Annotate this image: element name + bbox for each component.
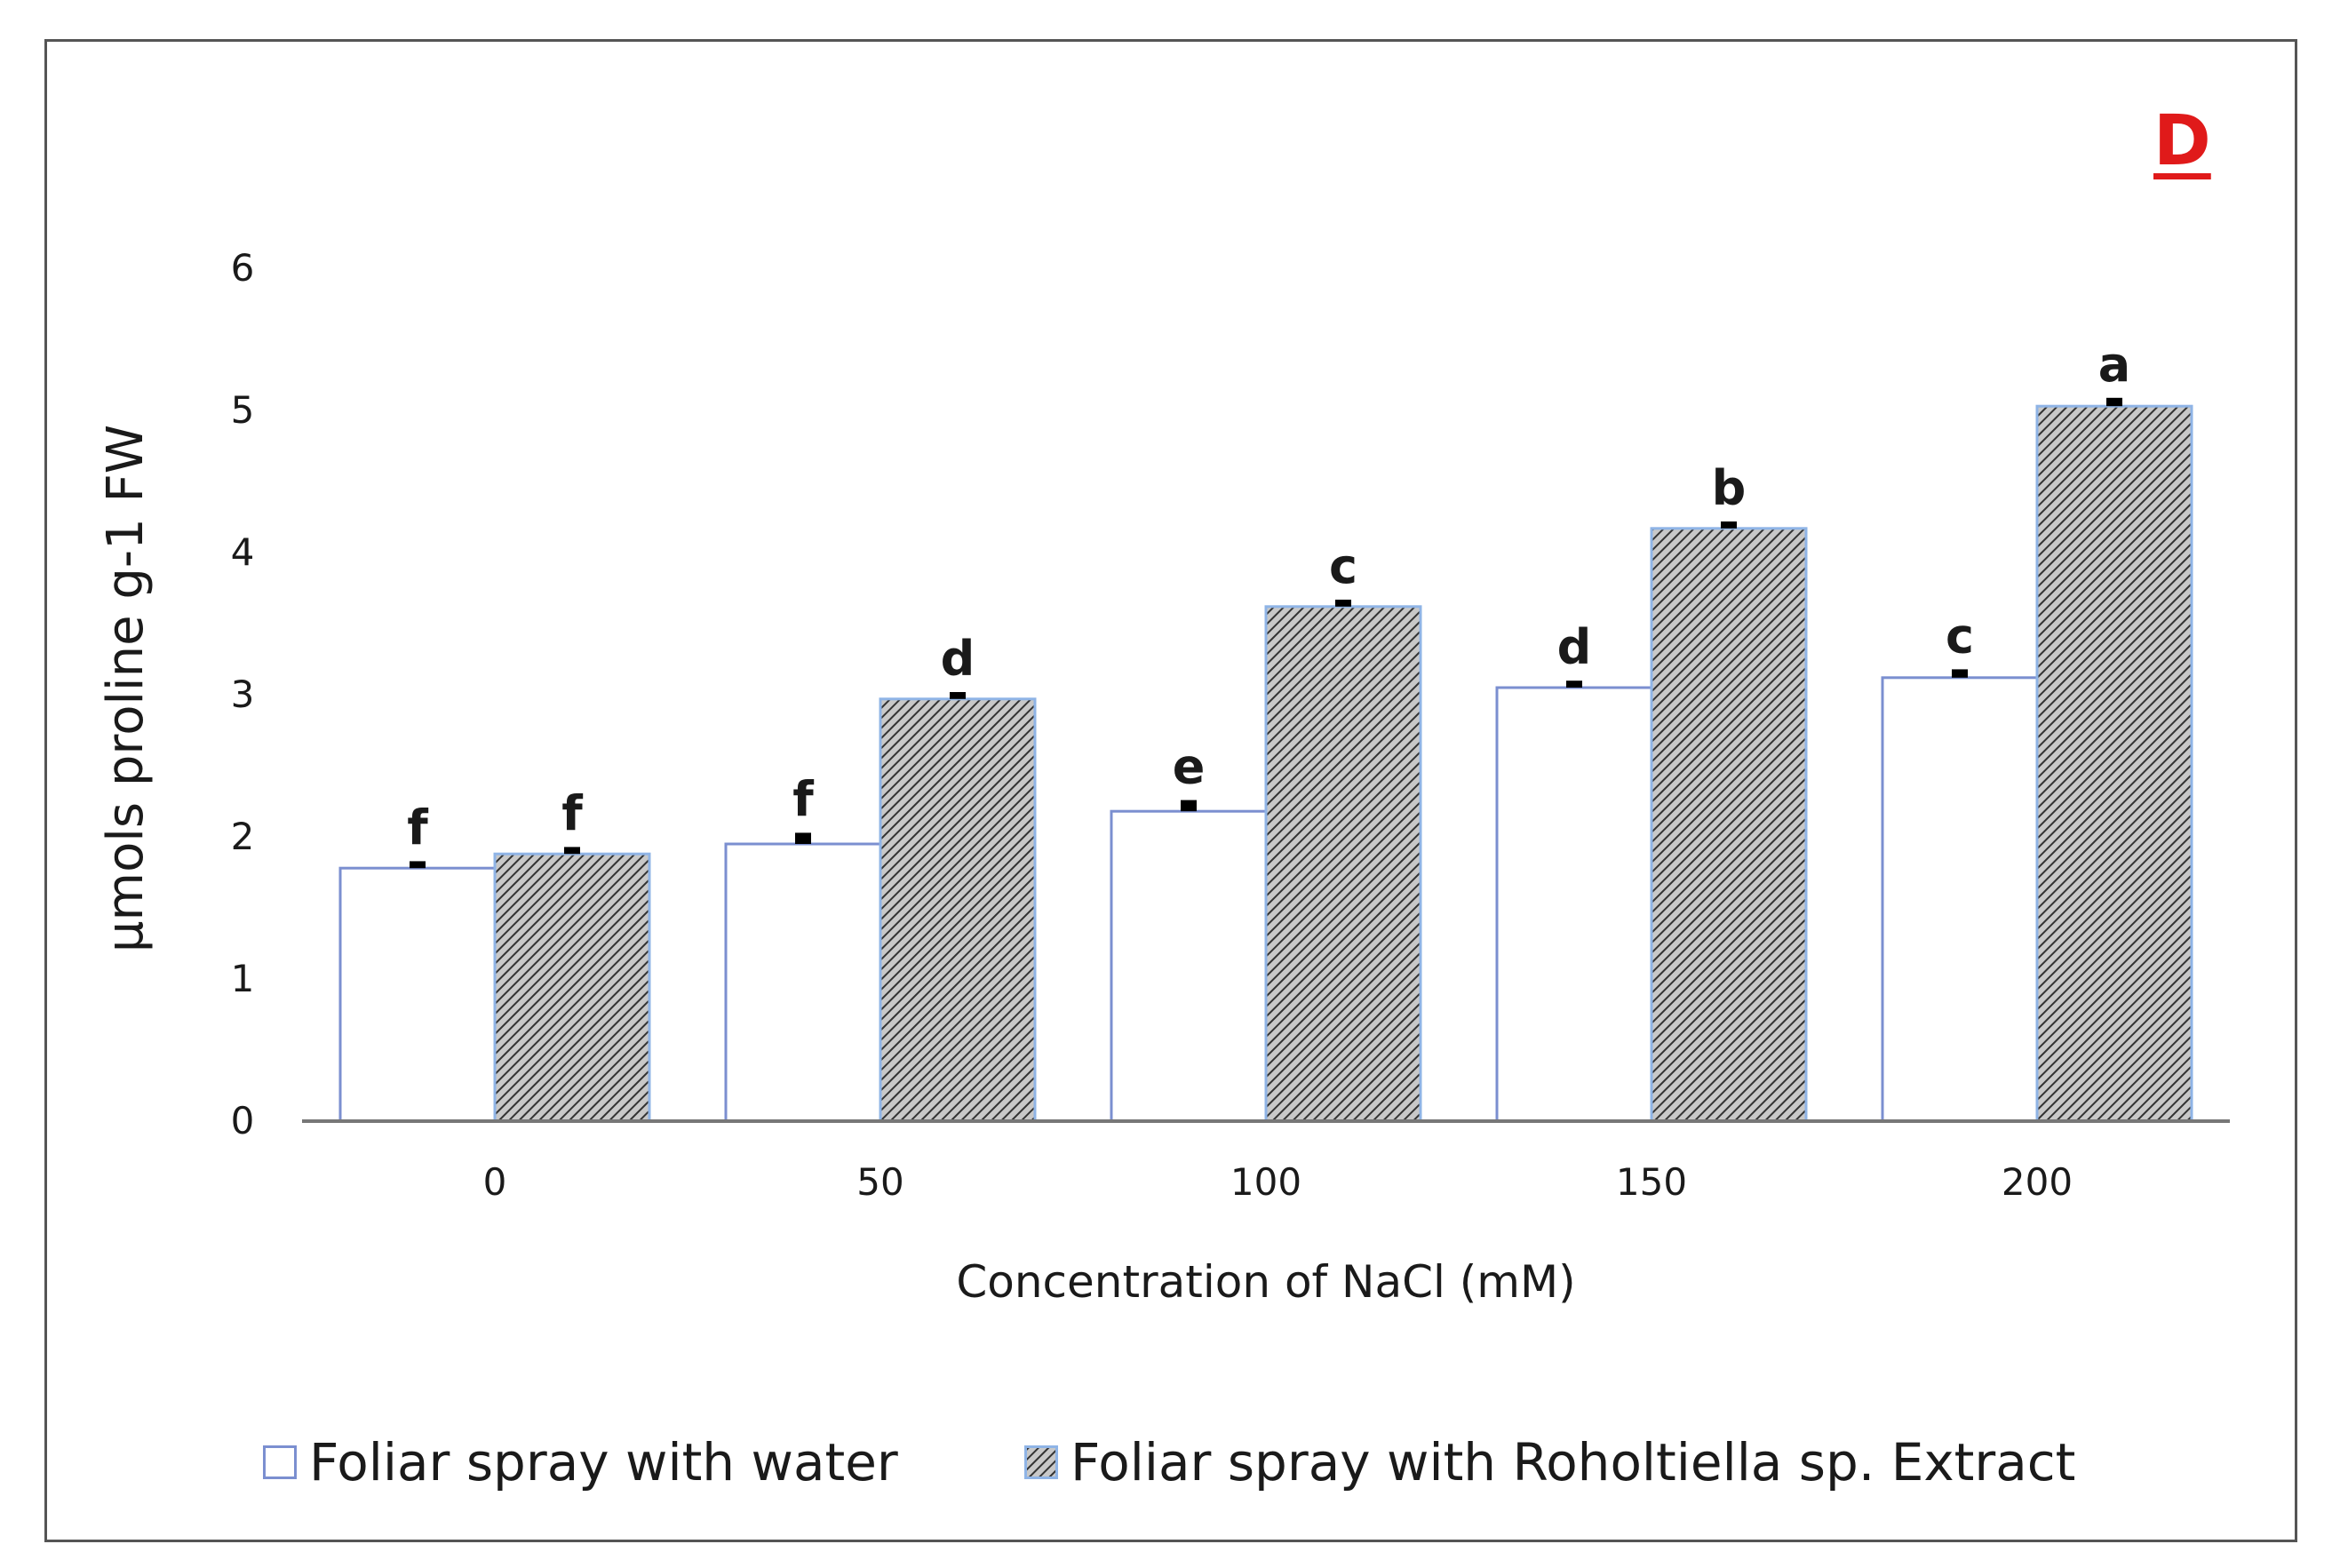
error-bar bbox=[2106, 397, 2122, 407]
bar-water bbox=[724, 842, 882, 1123]
legend-swatch-water bbox=[263, 1445, 297, 1479]
x-axis-ticks: 0 50 100 150 200 bbox=[483, 1160, 2073, 1204]
y-tick-label: 4 bbox=[231, 530, 255, 574]
y-axis-ticks: 0 1 2 3 4 5 6 bbox=[231, 246, 255, 1142]
significance-letter: f bbox=[561, 785, 583, 841]
bar-extract bbox=[493, 852, 651, 1123]
significance-letter: a bbox=[2098, 337, 2130, 393]
bar-extract bbox=[1650, 527, 1808, 1123]
y-tick-label: 3 bbox=[231, 673, 255, 716]
error-bar bbox=[564, 847, 580, 855]
y-axis-label: μmols proline g-1 FW bbox=[97, 425, 155, 952]
panel-label: D bbox=[2153, 101, 2211, 181]
significance-letter: d bbox=[1557, 619, 1592, 675]
error-bar bbox=[1952, 669, 1968, 678]
y-tick-label: 6 bbox=[231, 246, 255, 290]
significance-letter: c bbox=[1329, 538, 1357, 594]
bar-water bbox=[338, 866, 497, 1123]
x-tick-label: 50 bbox=[856, 1160, 903, 1204]
bar-extract bbox=[2035, 404, 2193, 1123]
significance-letter: c bbox=[1946, 608, 1974, 664]
bars bbox=[338, 404, 2193, 1123]
significance-letter: b bbox=[1712, 460, 1747, 516]
error-bar bbox=[950, 692, 966, 699]
x-tick-label: 150 bbox=[1616, 1160, 1687, 1204]
bar-water bbox=[1881, 676, 2039, 1123]
legend-label-water: Foliar spray with water bbox=[309, 1432, 898, 1492]
error-bar bbox=[795, 832, 811, 844]
significance-letter: e bbox=[1173, 739, 1206, 795]
x-tick-label: 0 bbox=[483, 1160, 507, 1204]
significance-letter: f bbox=[792, 771, 814, 827]
significance-letters: f f f d e c d b c a bbox=[407, 337, 2130, 856]
significance-letter: d bbox=[941, 631, 975, 687]
y-tick-label: 5 bbox=[231, 388, 255, 432]
error-bar bbox=[410, 861, 426, 869]
y-tick-label: 1 bbox=[231, 957, 255, 1000]
x-tick-label: 200 bbox=[2002, 1160, 2073, 1204]
legend-swatch-extract bbox=[1024, 1445, 1058, 1479]
error-bar bbox=[1721, 521, 1737, 529]
legend-label-extract: Foliar spray with Roholtiella sp. Extrac… bbox=[1071, 1432, 2076, 1492]
x-axis-label: Concentration of NaCl (mM) bbox=[956, 1256, 1575, 1308]
error-bar bbox=[1181, 800, 1197, 812]
error-bar bbox=[1335, 600, 1351, 607]
error-bars bbox=[410, 397, 2122, 869]
x-tick-label: 100 bbox=[1230, 1160, 1301, 1204]
bar-water bbox=[1110, 809, 1268, 1123]
bar-water bbox=[1495, 686, 1653, 1123]
y-tick-label: 2 bbox=[231, 815, 255, 858]
legend-item-extract: Foliar spray with Roholtiella sp. Extrac… bbox=[1024, 1432, 2075, 1492]
bar-extract bbox=[879, 697, 1037, 1123]
y-tick-label: 0 bbox=[231, 1099, 255, 1142]
bar-extract bbox=[1264, 605, 1422, 1123]
legend-item-water: Foliar spray with water bbox=[263, 1432, 898, 1492]
error-bar bbox=[1566, 681, 1582, 688]
significance-letter: f bbox=[407, 800, 428, 856]
